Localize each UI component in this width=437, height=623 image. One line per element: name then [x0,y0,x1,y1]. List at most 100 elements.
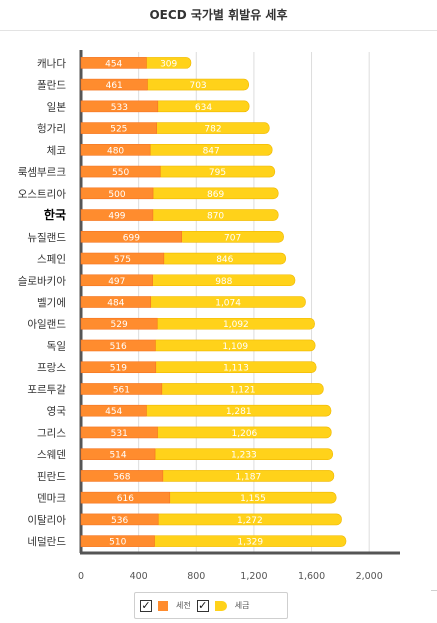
bar-segment-pretax [80,404,147,417]
data-label-tax: 1,233 [231,451,257,461]
data-label-pretax: 514 [109,451,126,461]
category-label: 체코 [47,145,67,157]
divider [431,590,437,591]
data-label-tax: 1,329 [237,538,263,548]
bar-segment-pretax [80,209,154,221]
bar-segment-pretax [80,187,154,200]
category-label: 헝가리 [37,123,66,135]
bar-segment-pretax [80,252,165,265]
data-label-pretax: 454 [105,59,122,69]
category-label: 폴란드 [37,80,66,92]
bar-segment-pretax [80,383,163,395]
category-label: 영국 [47,406,67,418]
square-swatch-icon [158,600,168,611]
data-label-pretax: 699 [123,233,140,243]
data-label-tax: 1,281 [226,407,252,417]
bar-segment-pretax [80,144,151,156]
bar-segment-pretax [80,361,157,374]
category-label: 오스트리아 [18,188,67,200]
data-label-pretax: 536 [111,516,128,526]
data-label-pretax: 616 [117,494,134,504]
x-tick-label: 1,600 [298,571,325,582]
data-label-tax: 1,272 [237,516,263,526]
category-label: 벨기에 [37,297,66,309]
data-label-tax: 795 [209,168,226,178]
data-label-tax: 1,109 [222,342,248,352]
bar-segment-pretax [80,470,164,482]
data-label-tax: 988 [215,277,232,287]
bar-segment-pretax [80,339,156,352]
tag-swatch-icon [214,600,227,611]
bar-segment-pretax [80,448,156,460]
data-label-tax: 870 [207,212,224,222]
data-label-pretax: 533 [111,103,128,113]
bar-segment-pretax [80,296,152,308]
bar-segment-pretax [80,165,161,178]
data-label-pretax: 516 [110,342,127,352]
category-label: 스웨덴 [37,449,66,461]
data-label-tax: 846 [216,255,233,265]
data-label-tax: 1,206 [232,429,258,439]
category-label: 포르투갈 [27,383,66,396]
chart-title: OECD 국가별 휘발유 세후 [0,0,437,31]
data-label-pretax: 510 [109,538,126,548]
bar-segment-pretax [80,122,157,134]
data-label-pretax: 575 [114,255,131,265]
category-label: 아일랜드 [27,318,66,331]
bar-segment-pretax [80,491,171,504]
checkbox-icon[interactable]: ✓ [140,598,152,612]
category-label: 슬로바키아 [18,275,67,287]
x-tick-label: 400 [130,571,148,582]
category-label: 프랑스 [37,362,66,374]
data-label-pretax: 561 [113,385,130,395]
data-label-pretax: 568 [113,472,130,482]
category-label: 이탈리아 [27,513,66,526]
data-label-pretax: 454 [105,407,122,417]
data-label-tax: 782 [204,125,221,135]
category-label: 독일 [47,339,66,352]
data-label-pretax: 519 [110,364,127,374]
data-label-tax: 309 [160,59,177,69]
legend-item-pretax[interactable]: ✓ 세전 [140,598,191,612]
data-label-tax: 1,074 [215,299,241,309]
category-label: 네덜란드 [27,536,66,548]
legend-label-tax: 세금 [234,601,250,610]
data-label-tax: 1,187 [235,472,261,482]
bar-segment-pretax [80,57,147,69]
category-label: 스페인 [37,254,66,266]
data-label-tax: 1,155 [240,494,266,504]
x-tick-label: 0 [78,571,84,582]
category-label: 룩셈부르크 [18,167,67,179]
data-label-pretax: 497 [108,277,125,287]
data-label-tax: 1,092 [223,320,249,330]
bar-segment-pretax [80,230,183,243]
data-label-pretax: 525 [110,125,127,135]
data-label-pretax: 550 [112,168,129,178]
data-label-pretax: 480 [107,146,124,156]
bar-segment-pretax [80,426,158,439]
bar-segment-pretax [80,535,155,547]
bar-segment-pretax [80,78,148,91]
chart-legend: ✓ 세전 ✓ 세금 [134,592,288,619]
legend-item-tax[interactable]: ✓ 세금 [196,598,250,612]
data-label-pretax: 461 [106,81,123,91]
category-label: 덴마크 [37,493,66,505]
bar-segment-pretax [80,513,159,526]
checkbox-icon[interactable]: ✓ [196,598,209,612]
bar-segment-pretax [80,100,159,113]
data-label-pretax: 484 [107,299,124,309]
category-label: 캐나다 [37,58,66,70]
stacked-bar-chart: 0 400 800 1,200 1,600 2,000 캐나다 454 309 폴란드 461 703… [18,50,400,582]
category-label: 일본 [47,100,67,113]
data-label-tax: 1,113 [223,364,249,374]
category-label: 뉴질랜드 [27,232,66,244]
data-label-pretax: 499 [108,212,125,222]
data-label-tax: 634 [195,103,212,113]
data-label-tax: 847 [203,146,220,156]
x-tick-label: 800 [187,571,205,582]
category-label: 한국 [44,207,66,222]
bar-segment-pretax [80,317,158,330]
category-label: 그리스 [37,427,66,439]
data-label-pretax: 529 [111,320,128,330]
x-tick-label: 1,200 [240,571,267,582]
